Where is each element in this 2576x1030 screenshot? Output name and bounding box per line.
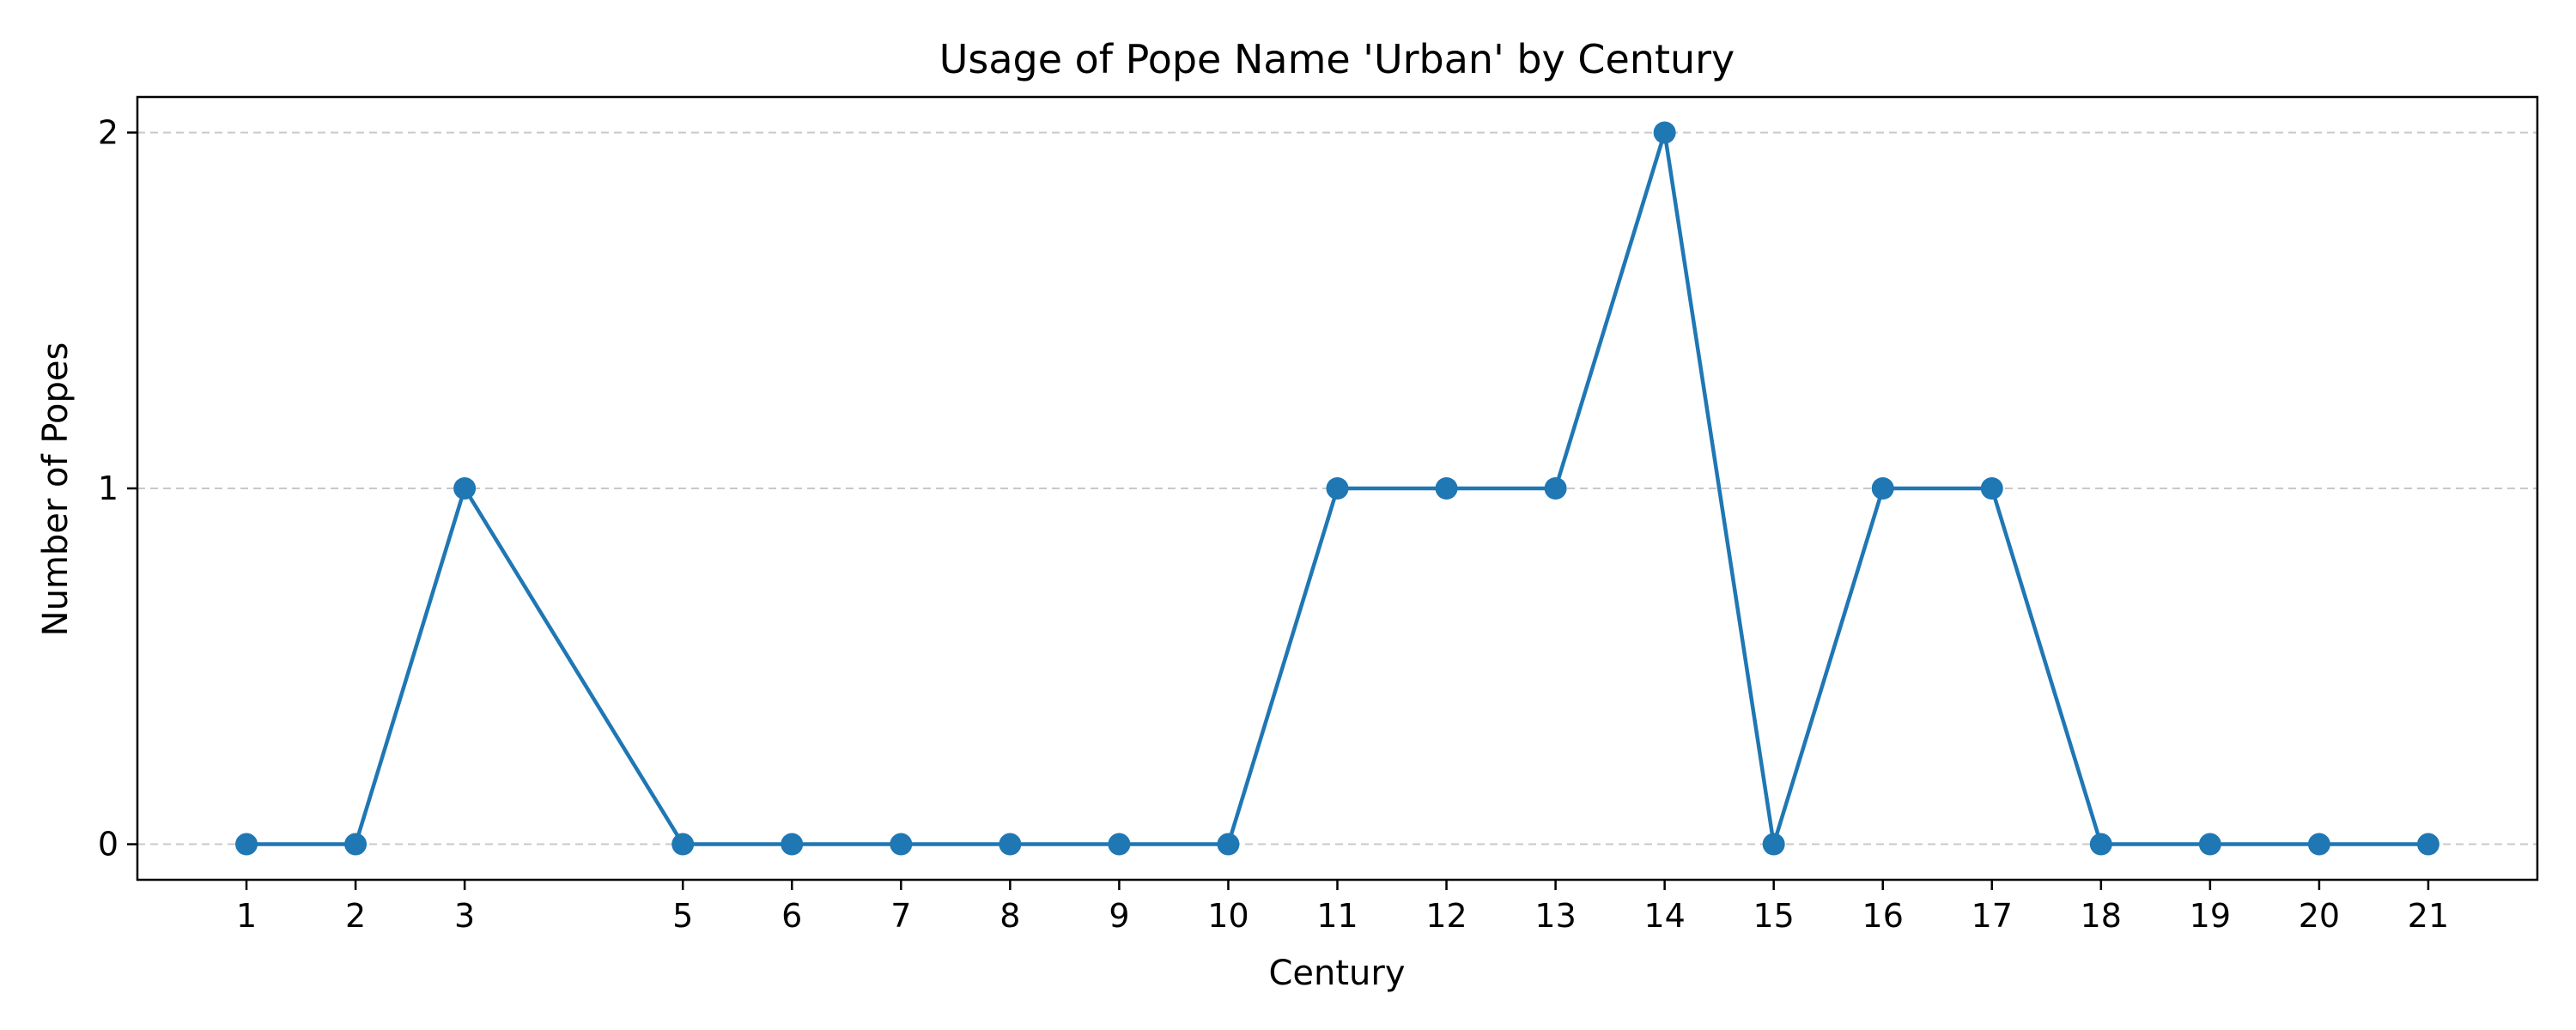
data-point-century-20	[2307, 833, 2330, 856]
data-point-century-17	[1980, 477, 2003, 500]
x-tick-label: 18	[2081, 897, 2122, 935]
x-tick-label: 3	[454, 897, 475, 935]
data-point-century-11	[1326, 477, 1349, 500]
data-point-century-19	[2198, 833, 2221, 856]
x-tick-label: 20	[2299, 897, 2340, 935]
x-tick-label: 5	[672, 897, 693, 935]
y-tick-label: 2	[98, 113, 118, 151]
data-point-century-2	[344, 833, 368, 856]
series-line	[246, 130, 2428, 846]
data-point-century-13	[1544, 477, 1567, 500]
x-tick-label: 19	[2190, 897, 2231, 935]
x-tick-label: 10	[1207, 897, 1249, 935]
data-point-century-6	[781, 833, 804, 856]
series-urban	[235, 121, 2439, 856]
y-axis-ticks: 0 1 2	[98, 113, 137, 863]
x-tick-label: 12	[1425, 897, 1467, 935]
data-point-century-1	[235, 833, 258, 856]
data-point-century-18	[2089, 833, 2112, 856]
y-axis-label: Number of Popes	[36, 342, 76, 637]
x-tick-label: 7	[890, 897, 911, 935]
x-tick-label: 2	[345, 897, 366, 935]
data-point-century-5	[671, 833, 695, 856]
y-tick-label: 0	[98, 826, 118, 863]
x-tick-label: 17	[1971, 897, 2013, 935]
data-point-century-7	[890, 833, 913, 856]
data-point-century-3	[453, 477, 477, 500]
x-tick-label: 9	[1109, 897, 1129, 935]
chart-title: Usage of Pope Name 'Urban' by Century	[939, 36, 1735, 82]
y-tick-label: 1	[98, 470, 118, 507]
x-axis-label: Century	[1268, 954, 1405, 993]
data-point-century-15	[1762, 833, 1785, 856]
x-tick-label: 13	[1534, 897, 1576, 935]
data-point-century-8	[999, 833, 1022, 856]
x-tick-label: 14	[1643, 897, 1685, 935]
x-axis-ticks: 1 2 3 5 6 7 8 9 10 11 12 13 14 15 16 17 18 19 20 21	[236, 880, 2449, 935]
data-point-century-16	[1871, 477, 1894, 500]
data-point-century-14	[1653, 121, 1676, 144]
x-tick-label: 15	[1753, 897, 1795, 935]
data-point-century-21	[2416, 833, 2439, 856]
x-tick-label: 6	[781, 897, 802, 935]
x-tick-label: 16	[1862, 897, 1904, 935]
x-tick-label: 1	[236, 897, 257, 935]
data-point-century-9	[1108, 833, 1131, 856]
x-tick-label: 21	[2408, 897, 2449, 935]
data-point-century-12	[1435, 477, 1458, 500]
x-tick-label: 8	[999, 897, 1020, 935]
data-point-century-10	[1217, 833, 1240, 856]
x-tick-label: 11	[1316, 897, 1358, 935]
